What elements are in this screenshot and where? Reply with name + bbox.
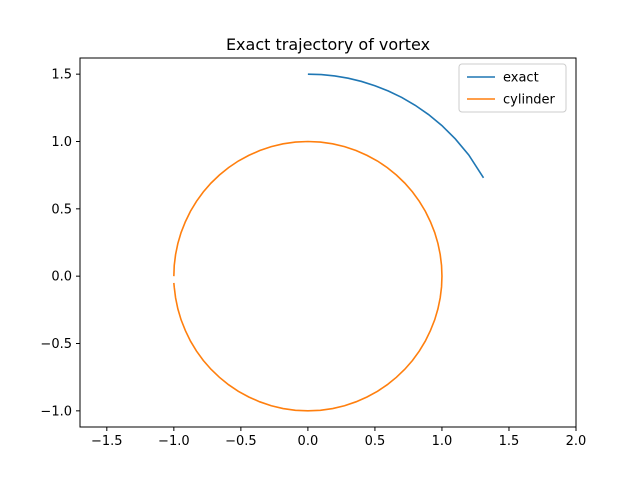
legend-label-cylinder: cylinder [503, 93, 556, 108]
x-tick-label: 1.0 [432, 434, 453, 449]
y-tick-label: −0.5 [40, 337, 72, 352]
x-tick-label: 0.0 [298, 434, 319, 449]
x-tick-label: −1.0 [158, 434, 190, 449]
legend: exact cylinder [458, 63, 567, 113]
x-tick-label: −1.5 [91, 434, 123, 449]
legend-box [458, 63, 567, 113]
y-tick-label: 1.0 [51, 135, 72, 150]
y-tick-label: 0.5 [51, 202, 72, 217]
plot-area [173, 73, 485, 412]
y-axis: −1.0 −0.5 0.0 0.5 1.0 1.5 [40, 68, 80, 419]
x-tick-label: 2.0 [566, 434, 587, 449]
chart-title: Exact trajectory of vortex [226, 35, 430, 54]
x-tick-label: 1.5 [499, 434, 520, 449]
x-tick-label: 0.5 [365, 434, 386, 449]
y-tick-label: −1.0 [40, 404, 72, 419]
x-tick-label: −0.5 [225, 434, 257, 449]
y-tick-label: 0.0 [51, 270, 72, 285]
y-tick-label: 1.5 [51, 68, 72, 83]
plot-frame [79, 57, 577, 428]
legend-label-exact: exact [503, 71, 539, 86]
x-axis: −1.5 −1.0 −0.5 0.0 0.5 1.0 1.5 2.0 [91, 427, 586, 449]
series-line-cylinder [173, 140, 443, 412]
series-line-exact [307, 73, 485, 179]
